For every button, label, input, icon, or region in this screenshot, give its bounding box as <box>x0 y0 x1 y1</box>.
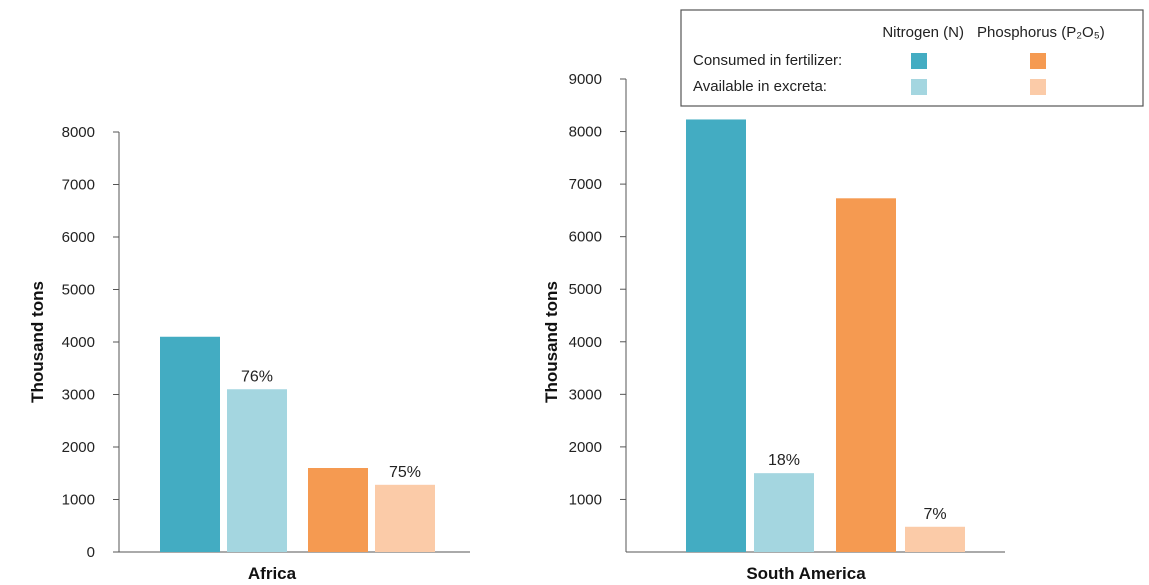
data-label-nitrogen-excreta: 76% <box>241 368 273 385</box>
y-tick-label: 6000 <box>62 229 95 246</box>
y-axis-title: Thousand tons <box>542 281 561 403</box>
africa-panel: 0 1000 2000 3000 4000 5000 6000 7000 8000 Thousan… <box>28 124 470 583</box>
data-label-phosphorus-excreta: 75% <box>389 464 421 481</box>
bar-phosphorus-fertilizer <box>308 468 368 552</box>
legend-swatch-nitrogen-fertilizer <box>911 53 927 69</box>
y-tick-label: 1000 <box>62 492 95 509</box>
legend-row-excreta: Available in excreta: <box>693 78 827 95</box>
bar-nitrogen-excreta <box>227 389 287 552</box>
x-axis-label: South America <box>746 564 866 583</box>
bar-phosphorus-excreta <box>905 526 965 552</box>
legend-header-nitrogen: Nitrogen (N) <box>882 24 964 41</box>
y-tick-label: 8000 <box>569 124 602 141</box>
y-tick-label: 3000 <box>569 386 602 403</box>
y-tick-label: 9000 <box>569 71 602 88</box>
y-tick-label: 4000 <box>569 334 602 351</box>
y-tick-label: 0 <box>87 544 95 561</box>
y-tick-label: 4000 <box>62 334 95 351</box>
bar-phosphorus-excreta <box>375 484 435 552</box>
y-tick-label: 3000 <box>62 387 95 404</box>
legend-swatch-nitrogen-excreta <box>911 79 927 95</box>
y-tick-label: 6000 <box>569 229 602 246</box>
bar-phosphorus-fertilizer <box>836 198 896 552</box>
y-tick-label: 2000 <box>569 439 602 456</box>
y-tick-label: 8000 <box>62 124 95 141</box>
y-tick-label: 1000 <box>569 491 602 508</box>
y-tick-label: 7000 <box>569 176 602 193</box>
y-tick-label: 7000 <box>62 177 95 194</box>
legend-row-fertilizer: Consumed in fertilizer: <box>693 52 842 69</box>
bar-nitrogen-excreta <box>754 473 814 552</box>
y-tick-label: 5000 <box>569 281 602 298</box>
y-tick-label: 2000 <box>62 439 95 456</box>
legend-swatch-phosphorus-fertilizer <box>1030 53 1046 69</box>
x-axis-label: Africa <box>248 564 297 583</box>
south-america-panel: 1000 2000 3000 4000 5000 6000 7000 8000 9000 Thou… <box>542 71 1005 583</box>
y-tick-label: 5000 <box>62 282 95 299</box>
legend-header-phosphorus: Phosphorus (P₂O₅) <box>977 24 1105 41</box>
bar-nitrogen-fertilizer <box>160 336 220 552</box>
data-label-nitrogen-excreta: 18% <box>768 452 800 469</box>
legend-swatch-phosphorus-excreta <box>1030 79 1046 95</box>
data-label-phosphorus-excreta: 7% <box>923 506 946 523</box>
bar-nitrogen-fertilizer <box>686 119 746 553</box>
legend: Nitrogen (N) Phosphorus (P₂O₅) Consumed … <box>680 9 1144 107</box>
y-axis-title: Thousand tons <box>28 281 47 403</box>
